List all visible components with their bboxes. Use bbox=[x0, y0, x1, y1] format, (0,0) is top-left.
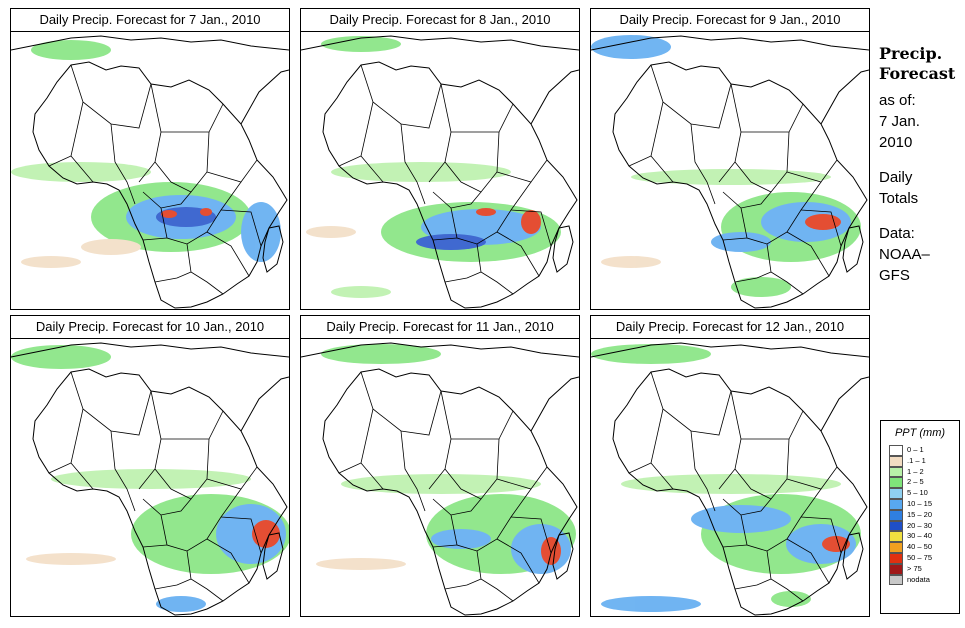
legend-title: PPT (mm) bbox=[894, 427, 946, 439]
legend-label: 10 – 15 bbox=[907, 498, 933, 508]
legend-swatch bbox=[889, 574, 903, 586]
legend-item: 20 – 30 bbox=[881, 520, 959, 532]
precip-map bbox=[300, 31, 580, 310]
legend-item: 0 – 1 bbox=[881, 445, 959, 456]
legend-label: 30 – 40 bbox=[907, 531, 933, 541]
legend-swatch bbox=[889, 542, 903, 553]
legend-label: 50 – 75 bbox=[907, 552, 933, 562]
legend-label: .1 – 1 bbox=[907, 455, 926, 465]
legend-label: 1 – 2 bbox=[907, 466, 924, 476]
legend-swatch bbox=[889, 455, 903, 467]
legend-item: 50 – 75 bbox=[881, 552, 959, 564]
legend-swatch bbox=[889, 466, 903, 478]
legend-swatch bbox=[889, 498, 903, 510]
precip-map bbox=[590, 338, 870, 617]
panel-title: Daily Precip. Forecast for 10 Jan., 2010 bbox=[10, 315, 290, 339]
precip-map bbox=[10, 338, 290, 617]
legend-label: nodata bbox=[907, 574, 930, 584]
legend-item: 5 – 10 bbox=[881, 488, 959, 499]
forecast-panel-7-jan: Daily Precip. Forecast for 7 Jan., 2010 bbox=[10, 8, 290, 310]
as-of-date: as of: 7 Jan. 2010 bbox=[879, 92, 920, 151]
legend-swatch bbox=[889, 488, 903, 499]
legend-item: 40 – 50 bbox=[881, 542, 959, 553]
precip-map bbox=[590, 31, 870, 310]
legend-swatch bbox=[889, 520, 903, 532]
side-info: Precip. Forecast as of: 7 Jan. 2010 Dail… bbox=[879, 44, 963, 286]
legend-item: 30 – 40 bbox=[881, 531, 959, 543]
forecast-panel-11-jan: Daily Precip. Forecast for 11 Jan., 2010 bbox=[300, 315, 580, 617]
legend-swatch bbox=[889, 531, 903, 543]
panel-title: Daily Precip. Forecast for 7 Jan., 2010 bbox=[10, 8, 290, 32]
legend-label: 20 – 30 bbox=[907, 520, 933, 530]
data-source: Data: NOAA– GFS bbox=[879, 225, 930, 284]
legend-item: 15 – 20 bbox=[881, 509, 959, 521]
legend-item: 2 – 5 bbox=[881, 477, 959, 489]
forecast-panel-8-jan: Daily Precip. Forecast for 8 Jan., 2010 bbox=[300, 8, 580, 310]
side-title: Precip. Forecast bbox=[879, 44, 956, 83]
legend-item: nodata bbox=[881, 574, 959, 586]
legend-swatch bbox=[889, 477, 903, 489]
legend-label: 15 – 20 bbox=[907, 509, 933, 519]
panel-title: Daily Precip. Forecast for 11 Jan., 2010 bbox=[300, 315, 580, 339]
forecast-panel-9-jan: Daily Precip. Forecast for 9 Jan., 2010 bbox=[590, 8, 870, 310]
legend-swatch bbox=[889, 563, 903, 575]
legend-item: 10 – 15 bbox=[881, 498, 959, 510]
forecast-panel-10-jan: Daily Precip. Forecast for 10 Jan., 2010 bbox=[10, 315, 290, 617]
legend-label: 2 – 5 bbox=[907, 477, 924, 487]
legend-swatch bbox=[889, 509, 903, 521]
panel-title: Daily Precip. Forecast for 8 Jan., 2010 bbox=[300, 8, 580, 32]
legend-label: > 75 bbox=[907, 563, 922, 573]
legend-label: 0 – 1 bbox=[907, 445, 924, 454]
panel-title: Daily Precip. Forecast for 9 Jan., 2010 bbox=[590, 8, 870, 32]
legend-item: > 75 bbox=[881, 563, 959, 575]
precip-map bbox=[10, 31, 290, 310]
legend-swatch bbox=[889, 445, 903, 456]
legend-label: 5 – 10 bbox=[907, 488, 928, 498]
legend-item: 1 – 2 bbox=[881, 466, 959, 478]
legend-swatch bbox=[889, 552, 903, 564]
precip-map bbox=[300, 338, 580, 617]
forecast-panel-12-jan: Daily Precip. Forecast for 12 Jan., 2010 bbox=[590, 315, 870, 617]
panel-title: Daily Precip. Forecast for 12 Jan., 2010 bbox=[590, 315, 870, 339]
legend-item: .1 – 1 bbox=[881, 455, 959, 467]
legend-label: 40 – 50 bbox=[907, 542, 933, 552]
daily-totals-label: Daily Totals bbox=[879, 169, 919, 207]
